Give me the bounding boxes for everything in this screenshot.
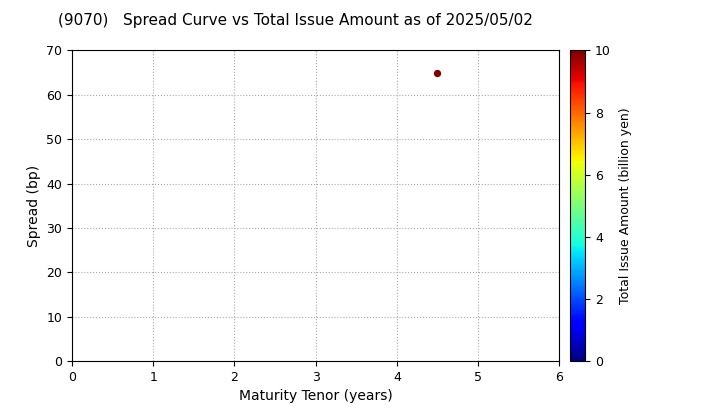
Y-axis label: Total Issue Amount (billion yen): Total Issue Amount (billion yen) bbox=[619, 108, 632, 304]
Text: (9070)   Spread Curve vs Total Issue Amount as of 2025/05/02: (9070) Spread Curve vs Total Issue Amoun… bbox=[58, 13, 533, 28]
X-axis label: Maturity Tenor (years): Maturity Tenor (years) bbox=[239, 389, 392, 404]
Point bbox=[432, 69, 444, 76]
Y-axis label: Spread (bp): Spread (bp) bbox=[27, 165, 41, 247]
